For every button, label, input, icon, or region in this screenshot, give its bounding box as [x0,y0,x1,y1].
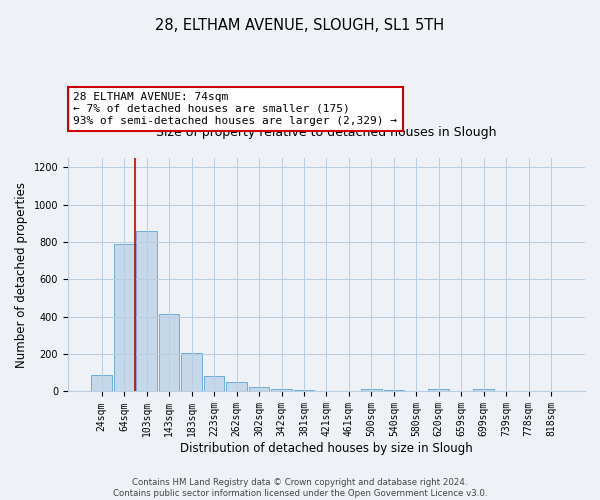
Y-axis label: Number of detached properties: Number of detached properties [15,182,28,368]
Bar [204,376,224,392]
Bar [249,388,269,392]
Bar [293,390,314,392]
Bar [114,244,134,392]
Text: 28 ELTHAM AVENUE: 74sqm
← 7% of detached houses are smaller (175)
93% of semi-de: 28 ELTHAM AVENUE: 74sqm ← 7% of detached… [73,92,397,126]
Bar [159,314,179,392]
Bar [91,374,112,392]
Bar [361,389,382,392]
Bar [428,389,449,392]
Bar [226,382,247,392]
Text: Contains HM Land Registry data © Crown copyright and database right 2024.
Contai: Contains HM Land Registry data © Crown c… [113,478,487,498]
Bar [473,389,494,392]
Text: 28, ELTHAM AVENUE, SLOUGH, SL1 5TH: 28, ELTHAM AVENUE, SLOUGH, SL1 5TH [155,18,445,32]
Bar [136,230,157,392]
X-axis label: Distribution of detached houses by size in Slough: Distribution of detached houses by size … [180,442,473,455]
Bar [271,388,292,392]
Bar [383,390,404,392]
Bar [181,353,202,392]
Title: Size of property relative to detached houses in Slough: Size of property relative to detached ho… [156,126,497,138]
